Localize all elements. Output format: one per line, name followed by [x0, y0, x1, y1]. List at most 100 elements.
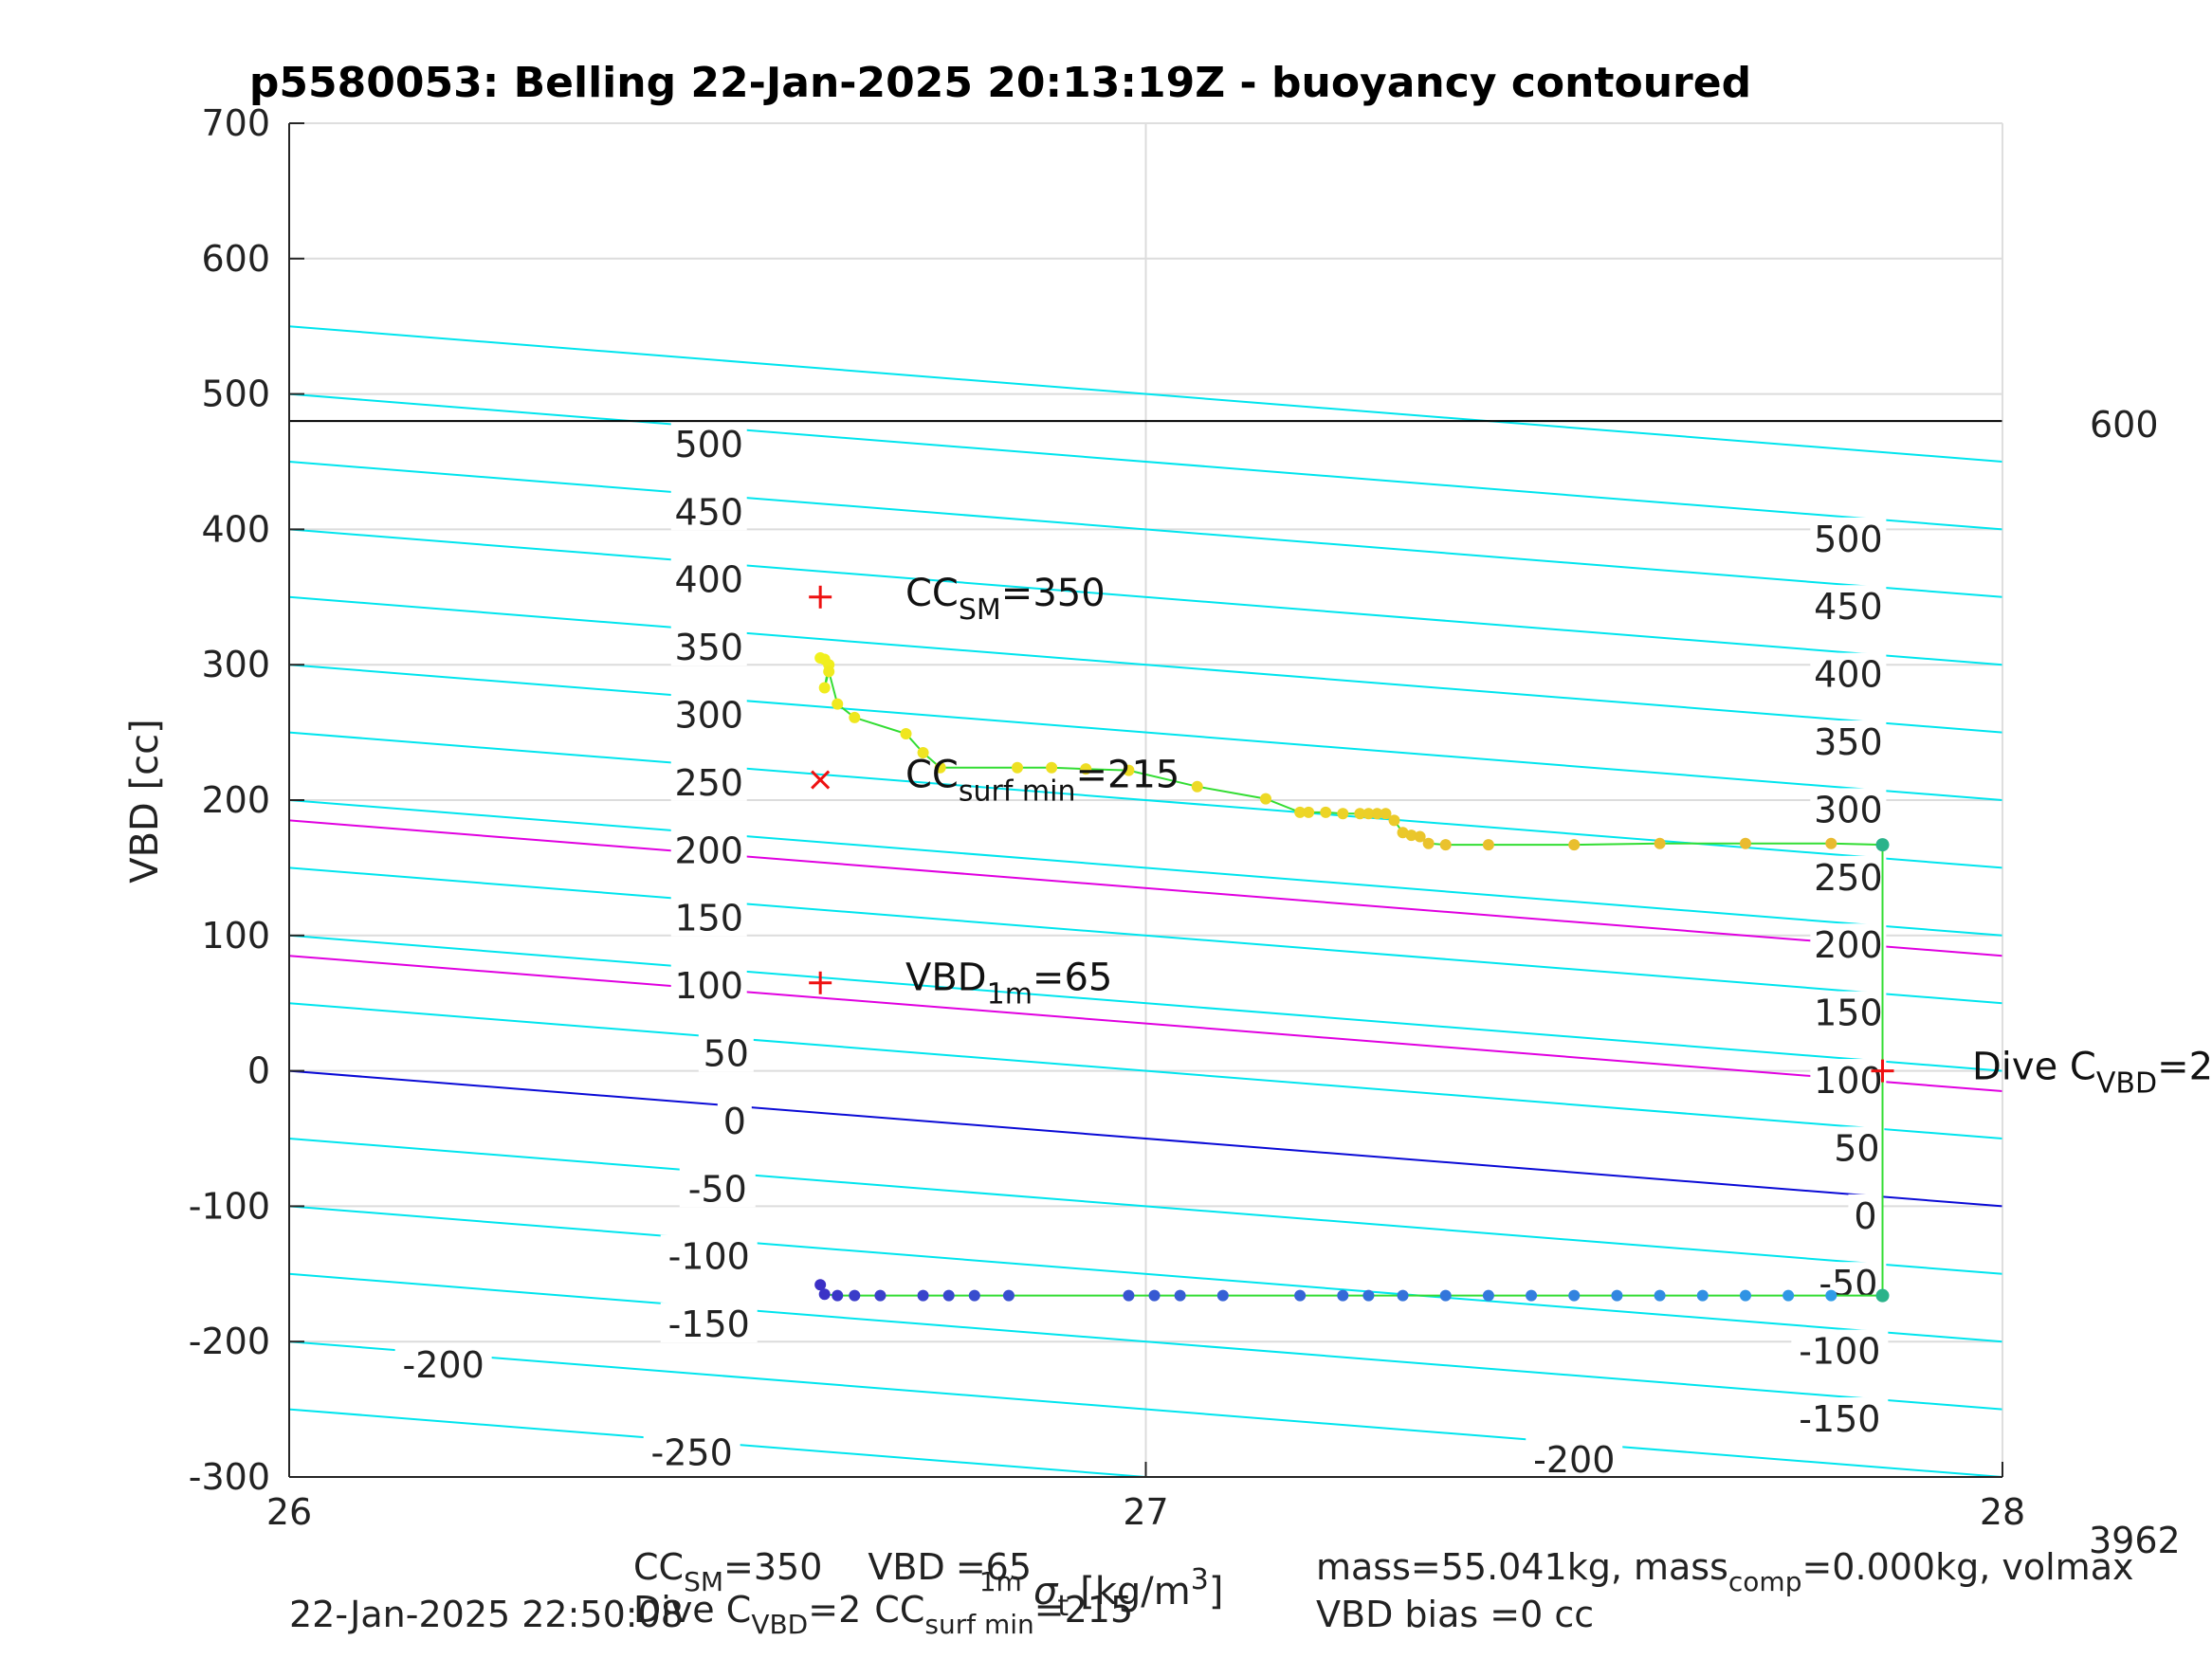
climb-point — [1611, 1289, 1623, 1302]
contour-label-bg — [1526, 1437, 1623, 1478]
footer-cc-sm-sub: SM — [684, 1566, 723, 1597]
contour-line — [289, 664, 2002, 801]
marker-label-value: =2 — [2157, 1046, 2212, 1089]
contour-label-left: 300 — [674, 694, 743, 736]
climb-point — [1148, 1289, 1161, 1302]
contour-label-bg — [1810, 517, 1887, 557]
footer-vbd-1m-sub: 1m — [979, 1566, 1022, 1597]
marker-x-b — [811, 770, 831, 790]
y-tick-label: 700 — [201, 102, 270, 144]
marker-label-sub: VBD — [2096, 1067, 2157, 1101]
climb-point — [1439, 1289, 1452, 1302]
marker-label: CCSM=350 — [905, 572, 1106, 627]
contour-label-bg — [1829, 1126, 1885, 1167]
marker-label-sub: 1m — [987, 977, 1033, 1011]
contour-labels: 500450400350300250200150100500-50-100-15… — [394, 422, 1889, 1481]
contour-label-left: 200 — [674, 830, 743, 871]
contour-label-right: 300 — [1814, 789, 1883, 830]
climb-point — [1782, 1289, 1795, 1302]
footer-left-line2: Dive CVBD=2 CCsurf min=215 — [633, 1589, 1133, 1640]
descent-point — [900, 728, 912, 740]
contour-label-bg — [670, 760, 747, 801]
right-side-number: 3962 — [2089, 1520, 2181, 1561]
contour-label-right: 150 — [1814, 993, 1883, 1034]
climb-point — [1568, 1289, 1581, 1302]
footer-cc-surfmin-sub: surf min — [924, 1609, 1033, 1640]
x-axis-label-units: [kg/m — [1080, 1570, 1191, 1613]
contour-label-bg — [1810, 720, 1887, 761]
contour-line — [289, 799, 2002, 937]
y-tick-label: 300 — [201, 644, 270, 685]
descent-point — [1654, 837, 1666, 849]
contour-label-left: -50 — [688, 1168, 747, 1210]
marker-label-value: =65 — [1033, 956, 1112, 999]
descent-point — [1046, 761, 1058, 774]
y-tick-label: -300 — [189, 1456, 270, 1498]
descent-point — [1320, 806, 1332, 818]
climb-point — [968, 1289, 980, 1302]
contour-label-left: -100 — [668, 1236, 750, 1278]
climb-point — [1526, 1289, 1538, 1302]
contour-line-zero — [289, 1069, 2002, 1208]
descent-point — [1422, 837, 1435, 849]
climb-point — [1696, 1289, 1709, 1302]
descent-point — [1080, 763, 1092, 775]
contour-label-left: 100 — [674, 965, 743, 1007]
descent-point — [1011, 761, 1023, 774]
surface-point-bottom — [1875, 1288, 1890, 1303]
contour-label-right: 200 — [1814, 924, 1883, 966]
marker-label-main: VBD — [905, 956, 987, 999]
contour-label-right: 450 — [1814, 586, 1883, 628]
contour-label-bg — [698, 1031, 754, 1072]
footer-vbd-1m-value: =65 — [956, 1546, 1032, 1588]
contour-label-bg — [1810, 652, 1887, 693]
descent-point — [1825, 837, 1837, 849]
footer-right-line1: mass=55.041kg, masscomp=0.000kg, volmax — [1316, 1546, 2133, 1597]
contour-label-bg — [660, 1303, 758, 1343]
climb-point — [849, 1289, 861, 1302]
contour-label-bg — [1810, 855, 1887, 896]
x-tick-label: 26 — [266, 1491, 312, 1533]
buoyancy-contours — [289, 325, 2002, 1477]
contour-label-left: -200 — [403, 1344, 484, 1386]
marker-label: VBD1m=65 — [905, 956, 1112, 1011]
footer-mass: mass=55.041kg, mass — [1316, 1546, 1728, 1588]
contour-line — [289, 528, 2002, 666]
surface-point-top — [1875, 838, 1890, 852]
contour-label-bg — [660, 1234, 758, 1275]
descent-point — [1414, 830, 1426, 843]
contour-line — [289, 866, 2002, 1005]
contour-label-bg — [1791, 1329, 1889, 1370]
descent-point — [1259, 793, 1271, 805]
contour-label-left: -150 — [668, 1304, 750, 1345]
contour-label-bg — [670, 490, 747, 531]
contour-label-left: 400 — [674, 559, 743, 601]
descent-point — [1371, 808, 1383, 820]
descent-point — [1380, 808, 1392, 820]
descent-point — [832, 698, 844, 710]
contour-label-right: 50 — [1834, 1127, 1879, 1169]
marker-label-main: CC — [905, 753, 959, 796]
y-tick-label: 500 — [201, 374, 270, 415]
descent-point — [1388, 814, 1400, 827]
descent-point — [1303, 806, 1315, 818]
contour-label-bg — [670, 626, 747, 666]
descent-point — [934, 761, 946, 774]
descent-point — [1123, 764, 1135, 776]
climb-point — [1174, 1289, 1186, 1302]
climb-point — [874, 1289, 887, 1302]
contour-label-bg — [679, 1167, 756, 1208]
footer-timestamp: 22-Jan-2025 22:50:08 — [289, 1594, 684, 1635]
descent-point — [1439, 839, 1452, 851]
contour-label-right: 500 — [1814, 519, 1883, 560]
contour-label-bg — [670, 896, 747, 937]
marker-label: CCsurf min=215 — [905, 753, 1179, 808]
contour-label-bg — [670, 964, 747, 1005]
climb-point — [1337, 1289, 1349, 1302]
contour-label-bg — [670, 829, 747, 869]
y-tick-label: 0 — [247, 1050, 270, 1092]
footer-dive-cvbd-value: =2 — [808, 1589, 861, 1631]
